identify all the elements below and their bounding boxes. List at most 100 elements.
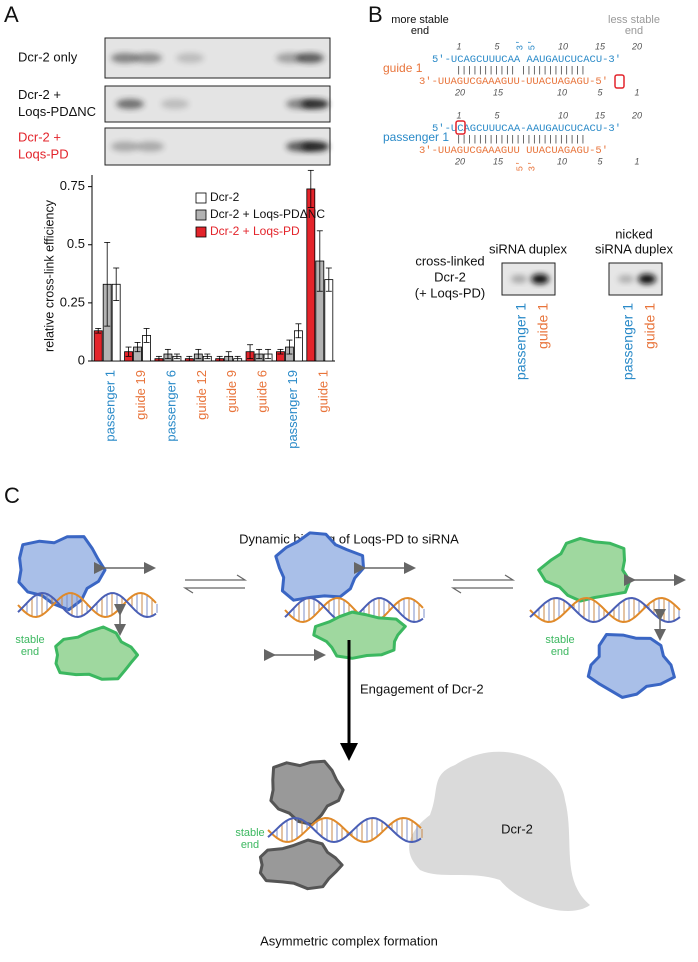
- gel-band: [531, 274, 549, 284]
- gel-label: Loqs-PDΔNC: [18, 104, 96, 119]
- gel-band: [301, 99, 329, 109]
- strand-label: passenger 1: [383, 130, 449, 144]
- gel-label: Loqs-PD: [18, 146, 69, 161]
- loqs-blob: [586, 633, 676, 699]
- gel-band: [296, 53, 324, 63]
- position-number: 10: [558, 110, 568, 120]
- highlight: [455, 120, 466, 135]
- y-tick-label: 0.5: [67, 236, 85, 251]
- x-tick-label: passenger 6: [163, 370, 178, 442]
- stable-end-label: end: [241, 839, 259, 851]
- end-label: end: [411, 25, 429, 37]
- gel-label: Dcr-2 only: [18, 49, 78, 64]
- rna-strand: [17, 591, 157, 619]
- x-tick-label: passenger 1: [103, 370, 118, 442]
- panel-letter: B: [368, 2, 383, 27]
- x-tick-label: guide 1: [315, 370, 330, 413]
- loqs-blob: [274, 531, 365, 602]
- gel-band: [111, 53, 139, 63]
- bar: [324, 279, 334, 362]
- rna-strand: [529, 596, 681, 624]
- bar: [93, 330, 103, 362]
- legend-swatch: [195, 209, 207, 221]
- gel-band: [276, 53, 304, 63]
- y-axis-label: relative cross-link efficiency: [42, 199, 56, 352]
- y-tick-label: 0.25: [60, 294, 85, 309]
- sequence: 5'-UCAGCUUUCAA-AAUGAUCUCACU-3': [432, 123, 621, 135]
- legend-entry: Dcr-2: [210, 190, 240, 204]
- row-label: cross-linked: [415, 253, 484, 268]
- gel-band: [136, 141, 164, 152]
- panel-letter: A: [4, 2, 19, 27]
- base-pairs: ||||||||||||||||||||||||: [456, 134, 586, 144]
- stable-end-label: end: [551, 646, 569, 658]
- position-number: 10: [557, 156, 567, 166]
- loqs-blob: [258, 838, 344, 891]
- y-tick-label: 0: [78, 352, 85, 367]
- stable-end-label: end: [21, 646, 39, 658]
- strand-label: guide 1: [383, 61, 423, 75]
- caption: Asymmetric complex formation: [260, 933, 438, 948]
- position-number: 15: [493, 156, 504, 166]
- dcr2-label: Dcr-2: [501, 821, 533, 836]
- stable-end-label: stable: [545, 634, 574, 646]
- sequence: 5'-UCAGCUUUCAA AAUGAUCUCACU-3': [432, 54, 621, 66]
- x-tick-label: guide 9: [224, 370, 239, 413]
- position-number: 20: [454, 156, 465, 166]
- nick-label: 3': [515, 40, 525, 51]
- rna-strand: [17, 591, 157, 619]
- legend-entry: Dcr-2 + Loqs-PD: [210, 224, 300, 238]
- row-label: (+ Loqs-PD): [415, 285, 485, 300]
- gel-label: Dcr-2 +: [18, 87, 61, 102]
- y-tick-label: 0.75: [60, 178, 85, 193]
- stable-end-label: stable: [235, 827, 264, 839]
- x-tick-label: guide 19: [133, 370, 148, 420]
- legend-entry: Dcr-2 + Loqs-PDΔNC: [210, 207, 325, 221]
- gel-band: [301, 141, 329, 152]
- position-number: 20: [631, 110, 642, 120]
- position-number: 1: [634, 87, 639, 97]
- gel-band: [111, 141, 139, 152]
- equilibrium-arrow: [182, 587, 245, 594]
- lane-label: guide 1: [535, 303, 551, 349]
- base-pairs: ||||||||||| ||||||||||||: [456, 65, 586, 75]
- position-number: 5: [494, 110, 500, 120]
- loqs-blob: [537, 536, 632, 603]
- position-number: 5: [597, 87, 603, 97]
- dcr2-blob: [409, 751, 590, 911]
- gel-band: [116, 99, 144, 109]
- gel-title: siRNA duplex: [489, 241, 568, 256]
- loqs-blob: [269, 759, 345, 827]
- sequence: 3'-UUAGUCGAAAGUU UUACUAGAGU-5': [419, 145, 608, 157]
- engagement-label: Engagement of Dcr-2: [360, 681, 484, 696]
- end-label: end: [625, 25, 643, 37]
- loqs-blob: [312, 610, 407, 660]
- sequence: 3'-UUAGUCGAAAGUU-UUACUAGAGU-5': [419, 76, 608, 88]
- gel-label: Dcr-2 +: [18, 129, 61, 144]
- rna-strand: [267, 816, 422, 844]
- position-number: 10: [558, 41, 568, 51]
- panel-title: Dynamic binding of Loqs-PD to siRNA: [239, 531, 459, 546]
- position-number: 20: [631, 41, 642, 51]
- highlight: [614, 74, 625, 89]
- panel-letter: C: [4, 483, 20, 508]
- gel-band: [638, 274, 656, 284]
- position-number: 1: [634, 156, 639, 166]
- lane-label: passenger 1: [513, 303, 529, 380]
- gel-band: [511, 275, 527, 283]
- sirna: [17, 591, 158, 619]
- x-tick-label: guide 6: [255, 370, 270, 413]
- nick-label: 5': [527, 40, 537, 51]
- end-label: less stable: [608, 14, 660, 26]
- x-tick-label: guide 12: [194, 370, 209, 420]
- gel-title: nicked: [615, 226, 653, 241]
- position-number: 10: [557, 87, 567, 97]
- legend-swatch: [195, 226, 207, 238]
- position-number: 5: [597, 156, 603, 166]
- nick-label: 5': [515, 161, 525, 172]
- rna-strand: [267, 816, 422, 844]
- end-label: more stable: [391, 14, 448, 26]
- equilibrium-arrow: [453, 574, 516, 581]
- row-label: Dcr-2: [434, 269, 466, 284]
